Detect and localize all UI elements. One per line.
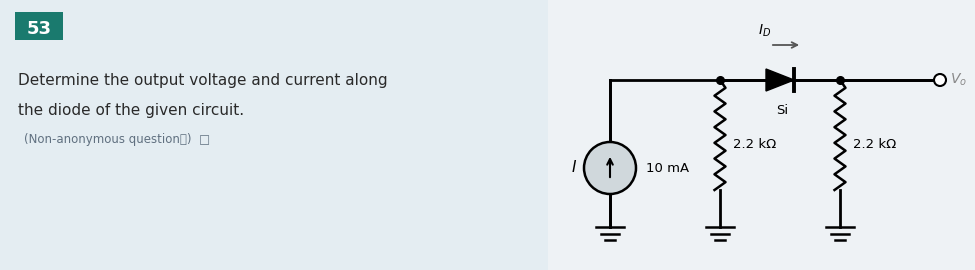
Text: I: I bbox=[571, 160, 576, 176]
Bar bbox=[548, 0, 975, 270]
Circle shape bbox=[584, 142, 636, 194]
Text: 53: 53 bbox=[26, 20, 52, 38]
Text: 2.2 kΩ: 2.2 kΩ bbox=[733, 139, 776, 151]
Text: the diode of the given circuit.: the diode of the given circuit. bbox=[18, 103, 244, 117]
Text: (Non-anonymous questionⓘ)  □: (Non-anonymous questionⓘ) □ bbox=[24, 133, 211, 147]
Bar bbox=[15, 12, 63, 40]
Text: Determine the output voltage and current along: Determine the output voltage and current… bbox=[18, 73, 388, 87]
Text: Si: Si bbox=[776, 103, 788, 116]
Text: 10 mA: 10 mA bbox=[646, 161, 689, 174]
Polygon shape bbox=[766, 69, 794, 91]
Text: 2.2 kΩ: 2.2 kΩ bbox=[853, 139, 896, 151]
Circle shape bbox=[934, 74, 946, 86]
Text: $I_D$: $I_D$ bbox=[759, 23, 771, 39]
Bar bbox=[0, 0, 548, 270]
Text: $V_o$: $V_o$ bbox=[950, 72, 967, 88]
